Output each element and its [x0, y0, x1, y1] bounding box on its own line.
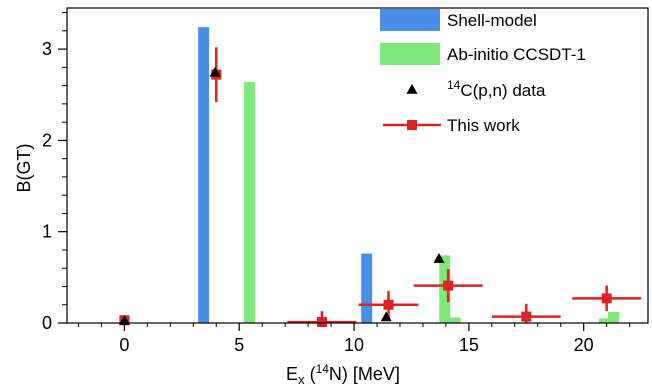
data-point: [316, 317, 327, 328]
legend-label-text: C(p,n) data: [460, 81, 546, 100]
x-axis-label: Ex (14N) [MeV]: [286, 362, 400, 387]
y-tick-label: 2: [42, 130, 52, 150]
legend-label: Ab-initio CCSDT-1: [447, 45, 586, 64]
x-tick-label: 20: [574, 335, 594, 355]
legend-label: 14C(p,n) data: [447, 78, 546, 100]
bar: [608, 312, 620, 323]
legend-swatch: [380, 43, 440, 65]
data-point: [601, 293, 612, 304]
bar: [449, 317, 461, 323]
y-tick-label: 3: [42, 39, 52, 59]
ticks-layer: 0 5 10 15 20 0 1 2 3: [42, 12, 631, 355]
legend-marker: [406, 83, 418, 94]
x-axis-label-sup: 14: [316, 362, 330, 376]
plot-frame: [66, 7, 649, 324]
legend-swatch: [380, 9, 440, 31]
x-axis-label-sub: x: [298, 372, 305, 387]
data-point: [383, 299, 394, 310]
data-point: [443, 280, 454, 291]
y-axis-label: B(GT): [14, 144, 34, 193]
legend-item: 14C(p,n) data: [406, 78, 546, 100]
points-layer: [118, 47, 642, 328]
legend-item: This work: [383, 116, 520, 135]
legend-item: Ab-initio CCSDT-1: [380, 43, 586, 65]
legend-label: Shell-model: [447, 11, 537, 30]
legend-item: Shell-model: [380, 9, 537, 31]
legend-label-superscript: 14: [447, 78, 461, 92]
legend-marker: [407, 120, 417, 130]
data-point: [521, 311, 532, 322]
plot-frame-border: [66, 7, 649, 324]
data-point: [380, 311, 392, 322]
x-tick-label: 5: [234, 335, 244, 355]
bar: [598, 318, 610, 323]
legend-label: This work: [447, 116, 520, 135]
y-tick-label: 0: [42, 313, 52, 333]
bars-layer: [198, 27, 620, 324]
legend: Shell-model Ab-initio CCSDT-1 14C(p,n) dat…: [380, 9, 586, 135]
bar: [198, 27, 210, 323]
data-point: [433, 252, 445, 263]
bar: [361, 253, 373, 323]
x-tick-label: 0: [119, 335, 129, 355]
x-axis-label-main: E: [286, 364, 298, 384]
y-tick-label: 1: [42, 222, 52, 242]
x-tick-label: 10: [344, 335, 364, 355]
x-tick-label: 15: [459, 335, 479, 355]
x-axis-label-open: (: [305, 364, 316, 384]
bar: [244, 81, 256, 324]
x-axis-label-rest: N) [MeV]: [329, 364, 400, 384]
data-point: [209, 66, 221, 77]
